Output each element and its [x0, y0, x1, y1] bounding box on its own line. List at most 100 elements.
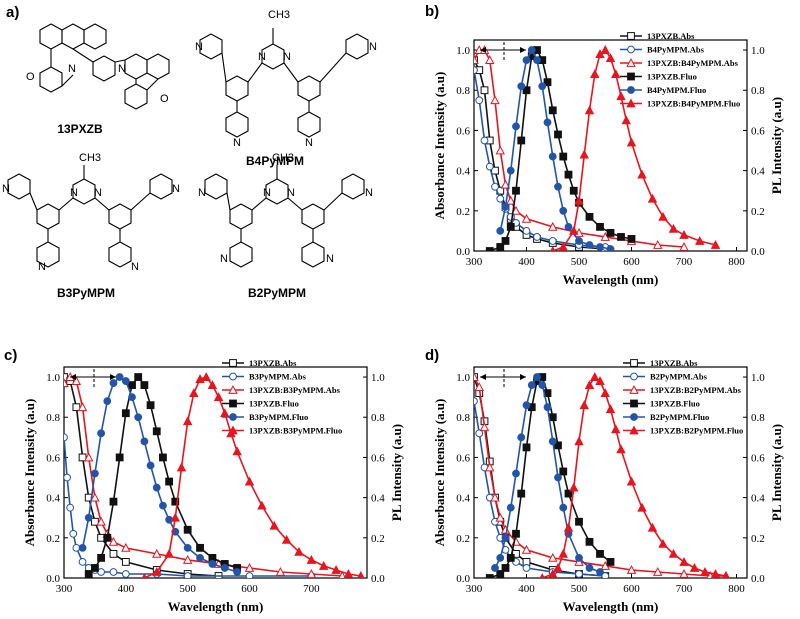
data-point — [569, 225, 579, 235]
y-tick-label-left: 1.0 — [46, 372, 60, 384]
atom-label: N — [287, 187, 295, 199]
data-point — [318, 560, 329, 570]
data-point — [522, 564, 531, 572]
data-point — [121, 542, 131, 552]
data-point — [480, 86, 489, 95]
data-point — [575, 237, 583, 245]
data-point — [710, 569, 721, 578]
data-point — [579, 149, 589, 159]
data-point — [90, 492, 100, 502]
data-point — [626, 137, 637, 147]
data-point — [585, 241, 594, 249]
series-line — [494, 375, 601, 573]
y-tick-label-right: 0.0 — [751, 573, 765, 585]
chart-panel-c: c) 300 400 500 600 700 0.0 0.0 0.2 0.2 0.4 0.4 0.6 0.… — [4, 347, 404, 614]
data-point — [121, 377, 130, 385]
data-point — [689, 562, 700, 572]
data-point — [495, 145, 505, 155]
legend-label: B2PyMPM.Abs — [650, 372, 708, 382]
data-point — [637, 502, 647, 512]
data-point — [596, 222, 604, 231]
y-tick-label-right: 0.4 — [751, 166, 765, 178]
data-point — [512, 549, 520, 558]
y-tick-label-left: 0.6 — [46, 452, 60, 464]
data-point — [183, 572, 192, 578]
data-point — [521, 213, 532, 223]
data-point — [601, 572, 610, 578]
atom-label: N — [198, 187, 206, 199]
data-point — [170, 512, 181, 522]
data-point — [710, 240, 721, 249]
data-point — [584, 380, 595, 389]
data-point — [596, 568, 604, 576]
data-point — [84, 570, 93, 578]
y-axis-title-left: Absorbance Intensity (a.u) — [22, 399, 37, 547]
data-point — [548, 152, 557, 161]
data-point — [554, 473, 562, 482]
atom-label: N — [258, 51, 266, 63]
data-point — [183, 525, 192, 534]
data-point — [109, 379, 118, 387]
legend-label: 13PXZB.Abs — [647, 31, 695, 41]
molecule-name-b2pympm: B2PyMPM — [248, 286, 306, 300]
y-tick-label-right: 0.2 — [751, 206, 765, 218]
legend-marker — [229, 359, 237, 367]
atom-label: O — [160, 93, 169, 105]
data-point — [485, 462, 495, 472]
atom-label: N — [195, 41, 203, 53]
data-point — [479, 422, 490, 432]
legend-marker — [629, 385, 639, 394]
data-point — [485, 55, 495, 64]
atom-label: N — [94, 187, 102, 199]
data-point — [109, 497, 118, 506]
data-point — [183, 543, 192, 552]
x-tick-label: 300 — [466, 256, 483, 268]
panel-a: a) N N O O 13PXZB — [2, 4, 377, 300]
data-point — [548, 237, 557, 245]
data-point — [232, 446, 242, 456]
data-point — [658, 211, 668, 221]
data-point — [611, 424, 621, 434]
data-point — [522, 443, 531, 452]
data-point — [72, 403, 81, 412]
data-point — [338, 571, 346, 578]
data-point — [84, 452, 94, 462]
data-point — [152, 427, 161, 436]
data-point — [140, 381, 149, 389]
data-point — [77, 402, 88, 412]
data-point — [590, 69, 600, 79]
data-point — [569, 482, 579, 492]
y-tick-label-right: 1.0 — [751, 45, 765, 57]
data-point — [491, 564, 499, 572]
data-point — [182, 416, 193, 426]
data-point — [474, 397, 478, 406]
data-point — [679, 229, 689, 239]
atom-label: N — [233, 137, 241, 149]
atom-label: N — [38, 261, 46, 273]
data-point — [658, 538, 668, 548]
data-point — [281, 534, 292, 544]
x-tick-label: 800 — [728, 256, 745, 268]
data-point — [559, 467, 568, 476]
y-tick-label-left: 0.6 — [456, 125, 470, 137]
legend-label: 13PXZB.Fluo — [647, 72, 697, 82]
atom-label: CH3 — [79, 152, 101, 164]
data-point — [543, 118, 552, 127]
x-tick-label: 400 — [118, 583, 135, 595]
data-point — [558, 242, 568, 251]
legend-marker — [630, 359, 638, 367]
data-point — [501, 202, 510, 211]
x-tick-label: 700 — [676, 256, 693, 268]
legend-label: 13PXZB:B3PyMPM.Fluo — [249, 426, 342, 436]
data-point — [64, 373, 68, 381]
data-point — [585, 537, 594, 546]
data-point — [220, 408, 230, 418]
data-point — [244, 476, 255, 486]
x-tick-label: 600 — [623, 583, 640, 595]
y-tick-label-right: 0.8 — [371, 412, 385, 424]
data-point — [548, 106, 557, 115]
data-point — [115, 373, 124, 381]
data-point — [600, 45, 610, 54]
data-point — [244, 562, 255, 572]
data-point — [152, 483, 161, 492]
